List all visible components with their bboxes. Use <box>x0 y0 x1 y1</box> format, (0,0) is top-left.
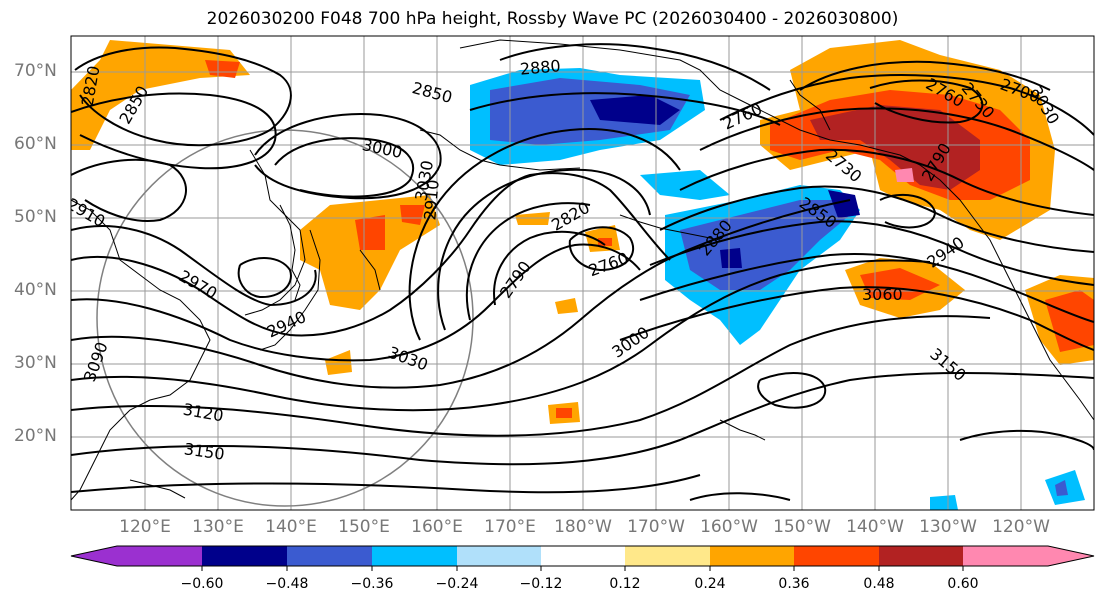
lon-label-170w: 170°W <box>627 517 685 537</box>
map-plot-area: 2820 2850 2880 2850 2760 2700 2760 2730 … <box>71 36 1094 510</box>
lon-label-120w: 120°W <box>992 517 1050 537</box>
lat-label-30n: 30°N <box>14 353 57 373</box>
contour-label: 2910 <box>420 179 442 221</box>
lon-label-160e: 160°E <box>411 517 463 537</box>
colorbar-swatch <box>625 546 710 566</box>
colorbar-tick-label: 0.24 <box>694 576 726 592</box>
chart-title: 2026030200 F048 700 hPa height, Rossby W… <box>206 9 899 29</box>
colorbar-swatch <box>287 546 372 566</box>
lat-label-70n: 70°N <box>14 61 57 81</box>
contour-label: 2880 <box>519 56 561 78</box>
colorbar-swatch <box>794 546 879 566</box>
lon-label-180w: 180°W <box>554 517 612 537</box>
colorbar-tick-label: 0.60 <box>947 576 979 592</box>
lon-label-120e: 120°E <box>119 517 171 537</box>
colorbar-swatch <box>541 546 625 566</box>
colorbar-tick-label: 0.12 <box>609 576 641 592</box>
contour-label: 3060 <box>862 285 903 304</box>
colorbar-tick-label: −0.36 <box>350 576 394 592</box>
colorbar-extend-low <box>71 546 117 566</box>
colorbar-swatch <box>117 546 202 566</box>
lon-label-130e: 130°E <box>192 517 244 537</box>
contour-label-layer: 2820 2850 2880 2850 2760 2700 2760 2730 … <box>71 56 1063 464</box>
colorbar-swatch <box>202 546 287 566</box>
colorbar-tick-label: −0.24 <box>435 576 479 592</box>
lon-label-160w: 160°W <box>700 517 758 537</box>
lat-label-60n: 60°N <box>14 134 57 154</box>
colorbar-swatch <box>457 546 541 566</box>
lon-label-140w: 140°W <box>846 517 904 537</box>
lon-label-170e: 170°E <box>484 517 536 537</box>
lat-label-50n: 50°N <box>14 207 57 227</box>
colorbar-tick-label: 0.48 <box>863 576 895 592</box>
lon-label-150e: 150°E <box>338 517 390 537</box>
colorbar-tick-label: −0.60 <box>180 576 224 592</box>
colorbar-tick-label: −0.48 <box>265 576 309 592</box>
colorbar-outline <box>70 545 1095 567</box>
colorbar-swatch <box>879 546 963 566</box>
lat-label-20n: 20°N <box>14 426 57 446</box>
colorbar-extend-high <box>1048 546 1094 566</box>
colorbar-tick-label: 0.36 <box>778 576 810 592</box>
lon-label-130w: 130°W <box>919 517 977 537</box>
lon-label-150w: 150°W <box>773 517 831 537</box>
colorbar-tick-label: −0.12 <box>519 576 563 592</box>
colorbar-swatch <box>372 546 457 566</box>
map-frame <box>70 35 1095 511</box>
lat-label-40n: 40°N <box>14 280 57 300</box>
lon-label-140e: 140°E <box>265 517 317 537</box>
height-contours <box>71 43 1094 501</box>
coastlines <box>71 39 1094 501</box>
colorbar-swatch <box>710 546 794 566</box>
colorbar-swatch <box>963 546 1048 566</box>
colorbar <box>70 545 1095 571</box>
